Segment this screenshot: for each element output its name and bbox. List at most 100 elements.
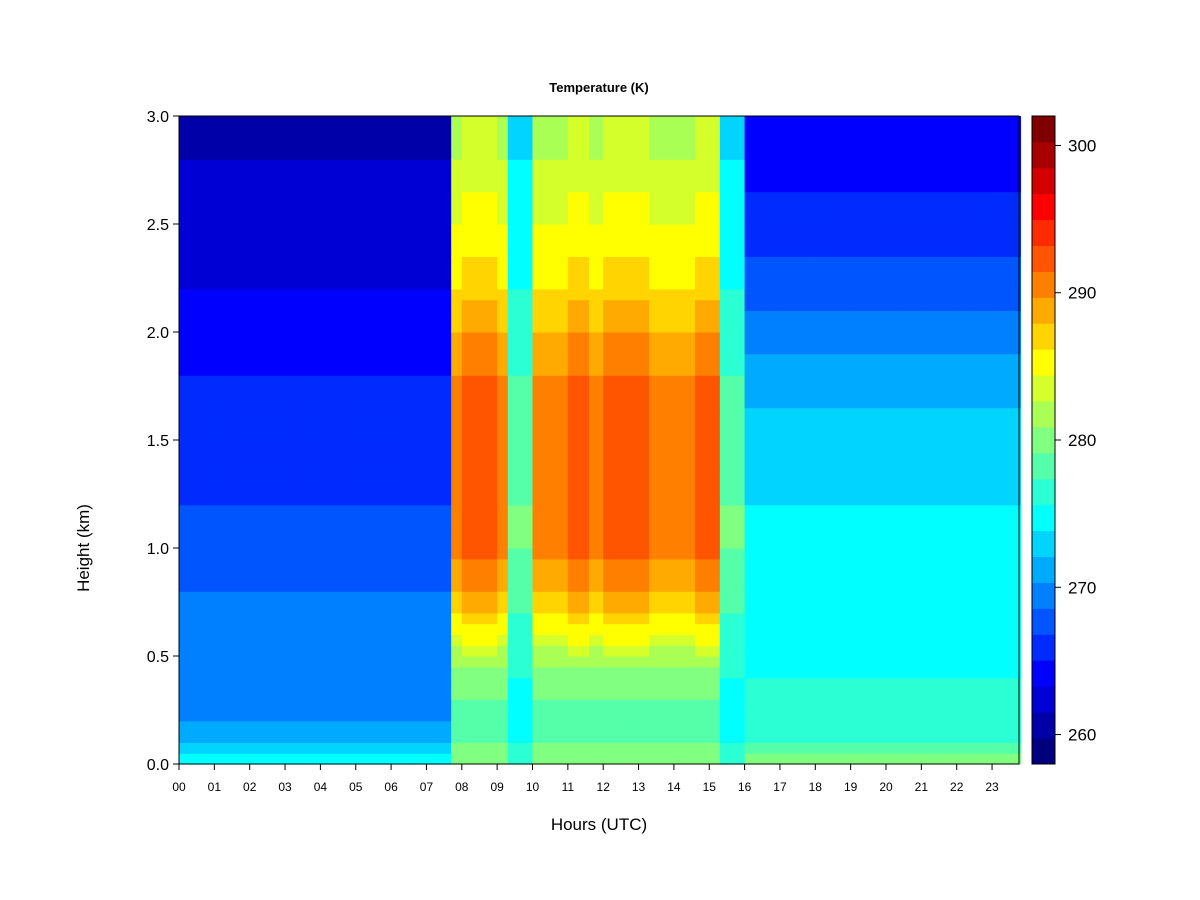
- heatmap-cell: [613, 256, 626, 268]
- heatmap-cell: [249, 569, 268, 581]
- heatmap-cell: [762, 515, 781, 527]
- heatmap-cell: [638, 386, 650, 398]
- heatmap-cell: [249, 137, 268, 149]
- heatmap-cell: [589, 666, 604, 679]
- heatmap-cell: [338, 418, 357, 430]
- heatmap-cell: [196, 504, 215, 517]
- heatmap-cell: [391, 580, 410, 592]
- heatmap-cell: [302, 267, 321, 279]
- heatmap-cell: [726, 483, 746, 495]
- heatmap-cell: [939, 288, 958, 301]
- heatmap-cell: [1009, 116, 1021, 128]
- heatmap-cell: [483, 602, 498, 614]
- heatmap-cell: [624, 623, 640, 635]
- heatmap-cell: [649, 731, 661, 743]
- heatmap-cell: [232, 213, 251, 225]
- heatmap-cell: [603, 710, 615, 722]
- heatmap-cell: [684, 731, 696, 743]
- heatmap-cell: [214, 472, 233, 484]
- heatmap-cell: [320, 548, 339, 560]
- heatmap-cell: [408, 180, 428, 193]
- heatmap-cell: [956, 170, 975, 182]
- heatmap-cell: [391, 710, 410, 722]
- heatmap-cell: [444, 213, 452, 225]
- heatmap-cell: [815, 137, 834, 149]
- heatmap-cell: [589, 429, 604, 441]
- heatmap-cell: [850, 321, 869, 333]
- heatmap-cell: [285, 299, 304, 311]
- heatmap-cell: [451, 159, 463, 171]
- heatmap-cell: [779, 396, 799, 409]
- heatmap-cell: [1020, 623, 1021, 635]
- heatmap-cell: [355, 267, 375, 279]
- heatmap-cell: [649, 364, 661, 376]
- heatmap-cell: [903, 548, 922, 560]
- heatmap-cell: [532, 548, 544, 560]
- heatmap-cell: [624, 569, 640, 581]
- heatmap-cell: [391, 569, 410, 581]
- heatmap-cell: [624, 548, 640, 560]
- heatmap-cell: [285, 429, 304, 441]
- colorbar-swatch: [1032, 193, 1055, 221]
- heatmap-cell: [426, 720, 445, 733]
- heatmap-cell: [815, 526, 834, 538]
- heatmap-cell: [1020, 396, 1021, 409]
- heatmap-cell: [762, 288, 781, 301]
- heatmap-cell: [426, 234, 445, 247]
- heatmap-cell: [673, 429, 686, 441]
- heatmap-cell: [518, 742, 534, 754]
- heatmap-cell: [832, 396, 852, 409]
- heatmap-cell: [391, 591, 410, 603]
- heatmap-cell: [302, 407, 321, 419]
- heatmap-cell: [939, 537, 958, 549]
- heatmap-cell: [815, 472, 834, 484]
- heatmap-cell: [232, 440, 251, 452]
- heatmap-cell: [483, 202, 498, 214]
- heatmap-cell: [850, 364, 869, 376]
- heatmap-cell: [649, 148, 661, 160]
- heatmap-cell: [567, 288, 580, 301]
- heatmap-cell: [578, 602, 590, 614]
- heatmap-cell: [709, 634, 721, 646]
- heatmap-cell: [797, 137, 816, 149]
- heatmap-cell: [355, 656, 375, 668]
- heatmap-cell: [472, 548, 484, 560]
- heatmap-cell: [214, 634, 233, 646]
- heatmap-cell: [451, 396, 463, 409]
- x-tick-label: 19: [844, 780, 858, 794]
- y-tick-label: 2.5: [147, 217, 169, 234]
- heatmap-cell: [903, 645, 922, 657]
- heatmap-cell: [543, 418, 555, 430]
- heatmap-cell: [578, 364, 590, 376]
- heatmap-cell: [232, 634, 251, 646]
- heatmap-cell: [408, 602, 428, 614]
- heatmap-cell: [408, 342, 428, 355]
- heatmap-cell: [684, 407, 696, 419]
- heatmap-cell: [850, 666, 869, 679]
- heatmap-cell: [507, 137, 519, 149]
- heatmap-cell: [1020, 148, 1021, 160]
- heatmap-cell: [613, 191, 626, 203]
- heatmap-cell: [232, 202, 251, 214]
- heatmap-cell: [483, 116, 498, 128]
- heatmap-cell: [518, 602, 534, 614]
- heatmap-cell: [638, 137, 650, 149]
- heatmap-cell: [249, 364, 268, 376]
- heatmap-cell: [483, 548, 498, 560]
- heatmap-cell: [779, 591, 799, 603]
- heatmap-cell: [695, 364, 710, 376]
- heatmap-cell: [285, 396, 304, 409]
- colorbar-swatch: [1032, 478, 1055, 506]
- heatmap-cell: [196, 515, 215, 527]
- heatmap-cell: [797, 278, 816, 290]
- heatmap-cell: [659, 450, 675, 463]
- heatmap-cell: [850, 537, 869, 549]
- heatmap-cell: [832, 602, 852, 614]
- heatmap-cell: [832, 742, 852, 754]
- heatmap-cell: [553, 137, 569, 149]
- heatmap-cell: [267, 753, 286, 765]
- heatmap-cell: [1009, 440, 1021, 452]
- heatmap-cell: [939, 602, 958, 614]
- heatmap-cell: [709, 440, 721, 452]
- heatmap-cell: [267, 418, 286, 430]
